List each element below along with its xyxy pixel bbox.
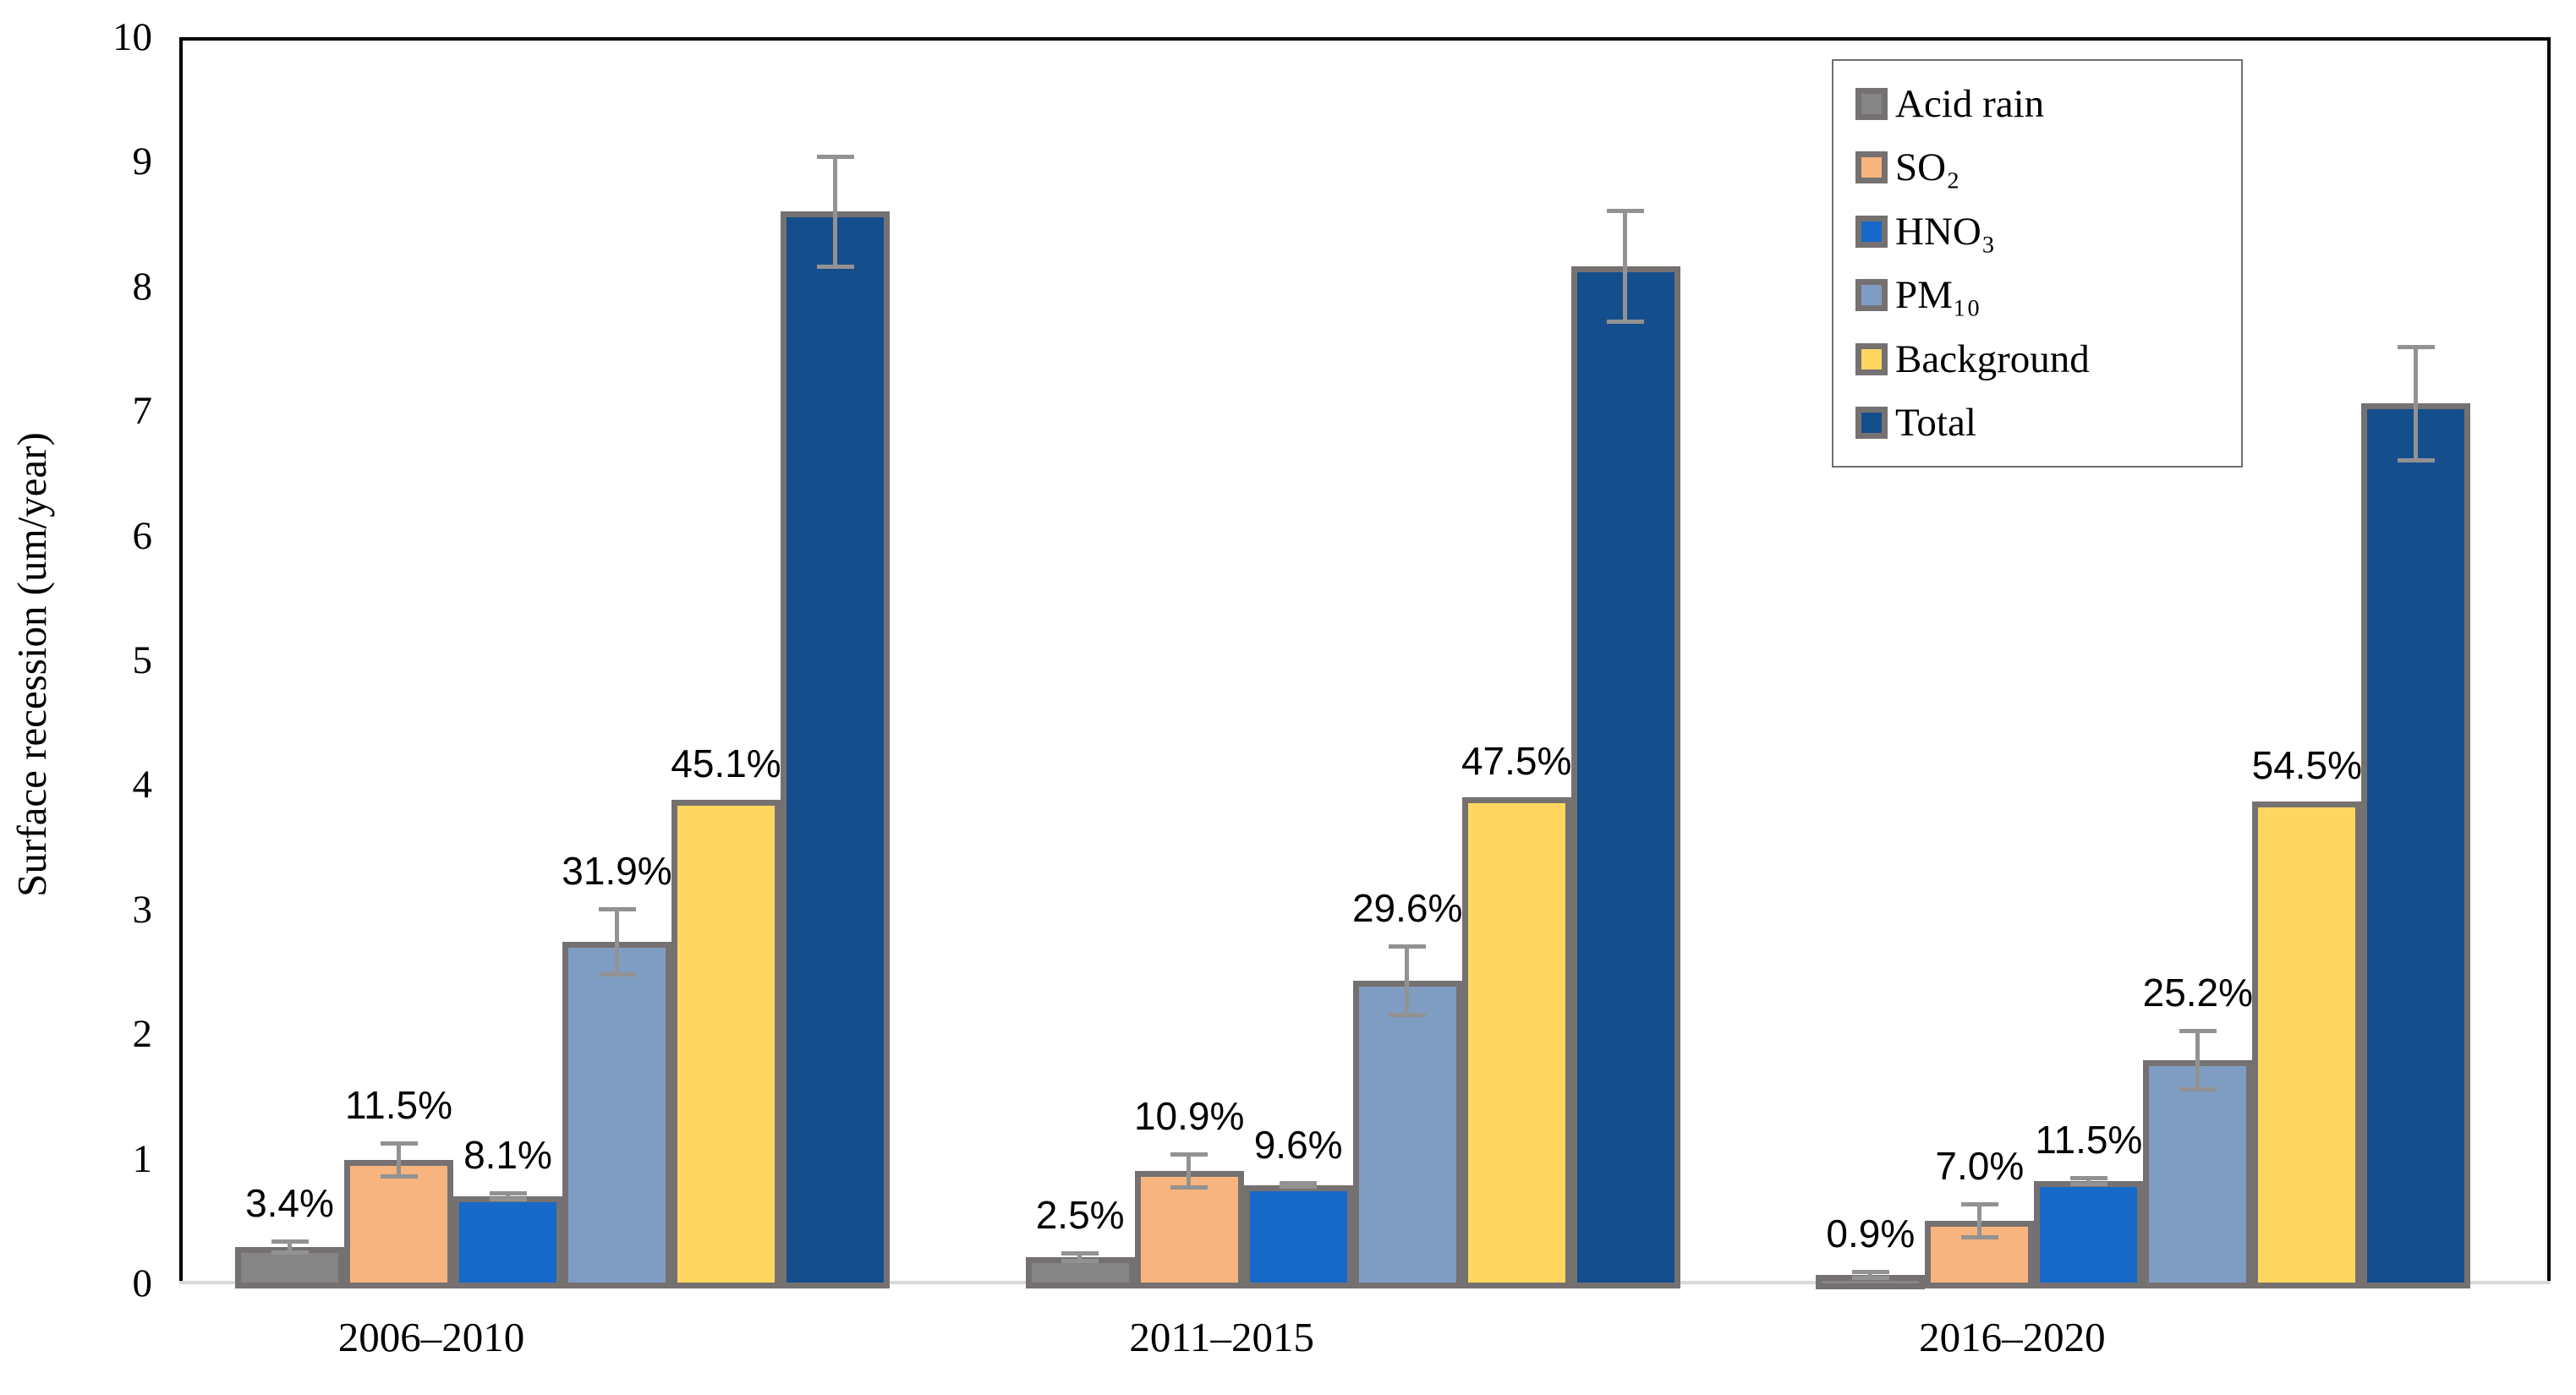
legend-label-hno: HNO₃ [1895,209,1996,254]
y-tick-label-5: 5 [132,638,153,682]
x-category-label-2016-2020: 2016–2020 [1919,1314,2106,1360]
error-bar-hno-2006-2010 [489,1190,527,1201]
error-bar-part [1405,944,1410,1017]
error-bar-part [1077,1250,1082,1264]
error-bar-total-2011-2015 [1607,209,1645,324]
error-bar-so-2011-2015 [1170,1152,1209,1190]
legend-label-total: Total [1895,401,1976,446]
error-bar-acid-rain-2006-2010 [271,1239,309,1256]
error-bar-pm-2011-2015 [1389,944,1427,1017]
x-category-label-2011-2015: 2011–2015 [1129,1314,1314,1360]
bar-value-label-acid-rain-2011-2015: 2.5% [1035,1192,1125,1237]
error-bar-total-2006-2010 [816,154,854,270]
error-bar-part [1187,1152,1192,1190]
bar-pm-2011-2015 [1352,980,1462,1288]
bar-pm-2006-2010 [562,942,671,1288]
legend-swatch-background [1855,342,1888,375]
bar-total-2016-2020 [2361,403,2471,1288]
bar-value-label-so-2016-2020: 7.0% [1935,1144,2025,1189]
y-tick-label-9: 9 [132,140,153,184]
bar-value-label-acid-rain-2016-2020: 0.9% [1826,1211,1916,1256]
bar-value-label-hno-2011-2015: 9.6% [1253,1123,1343,1168]
bar-value-label-so-2011-2015: 10.9% [1133,1094,1245,1139]
bar-value-label-acid-rain-2006-2010: 3.4% [245,1181,334,1226]
bar-value-label-so-2006-2010: 11.5% [344,1082,453,1127]
error-bar-pm-2006-2010 [598,906,636,977]
y-tick-label-3: 3 [132,887,153,932]
error-bar-part [832,154,837,270]
error-bar-part [505,1190,510,1201]
bar-value-label-background-2006-2010: 45.1% [671,741,781,786]
legend-item-so: SO₂ [1855,146,2241,189]
bar-value-label-hno-2016-2020: 11.5% [2035,1118,2143,1162]
legend-label-acid-rain: Acid rain [1895,81,2045,126]
bar-value-label-background-2016-2020: 54.5% [2251,742,2363,787]
error-bar-part [1623,209,1628,324]
y-tick-label-0: 0 [132,1261,153,1305]
error-bar-acid-rain-2011-2015 [1061,1250,1099,1264]
legend-label-so: SO₂ [1895,145,1960,190]
bar-total-2011-2015 [1570,266,1680,1288]
error-bar-pm-2016-2020 [2179,1029,2217,1091]
legend-swatch-total [1855,407,1888,440]
error-bar-part [614,906,619,977]
error-bar-hno-2016-2020 [2069,1176,2107,1187]
legend-swatch-so [1855,151,1888,184]
y-tick-label-2: 2 [132,1012,153,1057]
error-bar-part [2413,345,2418,462]
bar-value-label-pm-2011-2015: 29.6% [1351,886,1463,931]
y-tick-label-7: 7 [132,389,153,434]
legend-label-background: Background [1895,336,2090,381]
error-bar-part [1296,1181,1301,1189]
legend-label-pm: PM₁₀ [1895,273,1981,318]
error-bar-part [287,1239,292,1256]
bar-hno-2006-2010 [453,1195,562,1288]
legend-item-background: Background [1855,338,2241,380]
legend-swatch-hno [1855,215,1888,248]
error-bar-total-2016-2020 [2397,345,2435,462]
error-bar-so-2016-2020 [1960,1202,1998,1240]
legend-item-acid-rain: Acid rain [1855,83,2241,125]
bar-value-label-background-2011-2015: 47.5% [1461,739,1572,784]
bar-background-2016-2020 [2252,801,2362,1288]
y-tick-label-1: 1 [132,1136,153,1181]
error-bar-so-2006-2010 [380,1141,418,1179]
error-bar-part [2195,1029,2200,1091]
bar-background-2006-2010 [671,800,781,1288]
legend-swatch-pm [1855,279,1888,312]
bar-value-label-pm-2016-2020: 25.2% [2142,971,2254,1015]
bar-value-label-pm-2006-2010: 31.9% [562,848,672,893]
error-bar-acid-rain-2016-2020 [1851,1269,1889,1280]
plot-area [179,37,2551,1283]
error-bar-part [1976,1202,1981,1240]
legend-item-total: Total [1855,402,2241,444]
bar-background-2011-2015 [1461,797,1571,1288]
bar-hno-2011-2015 [1243,1184,1353,1288]
legend: Acid rain SO₂ HNO₃ PM₁₀ Background Total [1832,59,2243,468]
legend-swatch-acid-rain [1855,87,1888,120]
bar-hno-2016-2020 [2034,1181,2144,1288]
error-bar-part [1867,1269,1872,1280]
legend-item-hno: HNO₃ [1855,211,2241,253]
error-bar-part [396,1141,401,1179]
y-tick-label-8: 8 [132,264,153,309]
y-tick-label-4: 4 [132,763,153,807]
y-tick-label-10: 10 [112,15,152,59]
bar-value-label-hno-2006-2010: 8.1% [463,1132,552,1177]
legend-item-pm: PM₁₀ [1855,274,2241,316]
bar-pm-2016-2020 [2143,1060,2253,1288]
x-category-label-2006-2010: 2006–2010 [337,1314,525,1360]
error-bar-part [2085,1176,2091,1187]
error-bar-hno-2011-2015 [1280,1181,1318,1189]
bar-total-2006-2010 [781,211,890,1288]
y-tick-label-6: 6 [132,513,153,558]
